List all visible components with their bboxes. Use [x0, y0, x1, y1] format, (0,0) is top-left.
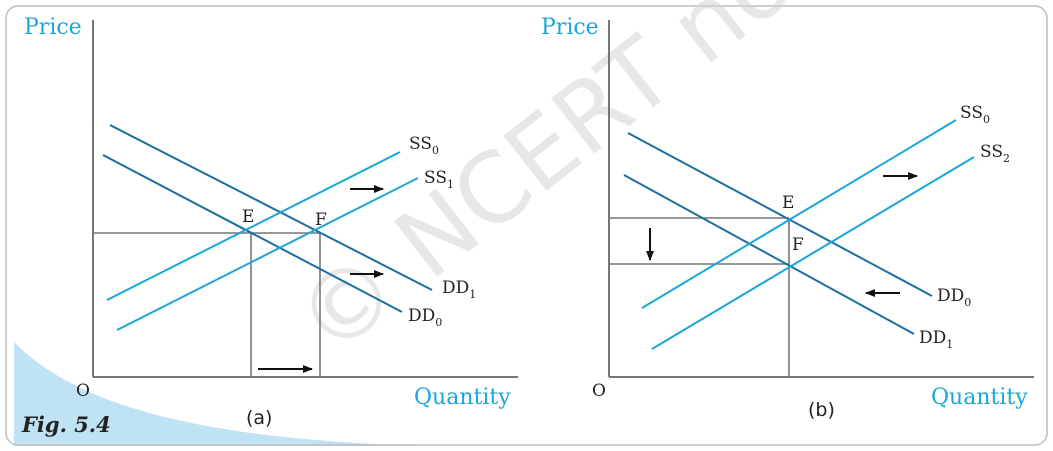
panel-b-point-f: F — [792, 235, 804, 255]
panel-a-x-axis-title: Quantity — [414, 385, 511, 410]
figure-frame — [5, 5, 1048, 446]
panel-b-dd0-label: DD0 — [937, 286, 971, 309]
panel-b-dd1-label: DD1 — [919, 328, 953, 351]
panel-a-y-axis-title: Price — [24, 15, 82, 40]
panel-a-dd0-curve — [102, 154, 403, 313]
panel-b-dd0-curve — [627, 132, 933, 297]
panel-a-dd0-label: DD0 — [408, 306, 442, 329]
corner-band — [14, 342, 420, 446]
panel-a-ss1-curve — [116, 177, 419, 331]
panel-b-x-axis-title: Quantity — [931, 385, 1028, 410]
panel-b-ss2-label: SS2 — [980, 142, 1010, 165]
panel-b-caption: (b) — [808, 399, 835, 421]
panel-b-ss0-curve — [641, 119, 957, 309]
panel-a-ss0-label: SS0 — [409, 134, 439, 157]
panel-a-caption: (a) — [246, 407, 272, 429]
watermark-text: © NCERT not to be republished — [275, 0, 1053, 378]
panel-a-origin-label: O — [76, 381, 90, 401]
panel-a-point-f: F — [315, 210, 327, 230]
panel-a-point-e: E — [242, 207, 254, 227]
panel-b: Price O Quantity E F SS0 SS2 DD0 — [541, 15, 1034, 421]
panel-a-ss1-label: SS1 — [424, 168, 454, 191]
panel-b-y-axis-title: Price — [541, 15, 599, 40]
panel-b-origin-label: O — [592, 381, 606, 401]
panel-b-point-e: E — [782, 193, 794, 213]
panel-b-ss0-label: SS0 — [960, 103, 990, 126]
panel-a-dd1-curve — [109, 124, 433, 291]
panel-b-ss2-curve — [651, 156, 975, 350]
panel-a-dd1-label: DD1 — [442, 278, 476, 301]
panel-a: Price O Quantity E F SS0 SS1 DD1 — [24, 15, 518, 429]
panel-b-dd1-curve — [623, 174, 915, 335]
figure-label: Fig. 5.4 — [21, 412, 111, 437]
panel-a-ss0-curve — [106, 151, 401, 301]
watermark: © NCERT not to be republished — [275, 0, 1053, 378]
